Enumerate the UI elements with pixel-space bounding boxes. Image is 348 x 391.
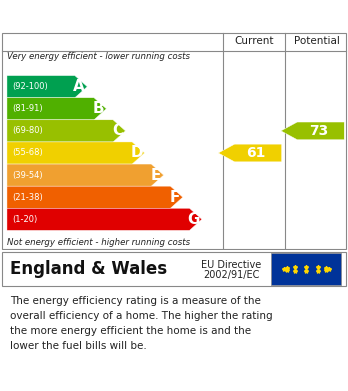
Polygon shape — [7, 164, 164, 186]
Text: (21-38): (21-38) — [12, 193, 43, 202]
Text: Potential: Potential — [294, 36, 340, 46]
Text: E: E — [150, 168, 161, 183]
Text: 73: 73 — [309, 124, 328, 138]
Text: EU Directive: EU Directive — [201, 260, 262, 270]
Polygon shape — [281, 122, 344, 140]
Text: (81-91): (81-91) — [12, 104, 43, 113]
Text: England & Wales: England & Wales — [10, 260, 168, 278]
Text: (69-80): (69-80) — [12, 126, 43, 135]
Text: (92-100): (92-100) — [12, 82, 48, 91]
Text: (55-68): (55-68) — [12, 149, 43, 158]
Polygon shape — [7, 98, 106, 120]
Polygon shape — [7, 120, 126, 142]
Text: Energy Efficiency Rating: Energy Efficiency Rating — [10, 9, 220, 23]
Text: (1-20): (1-20) — [12, 215, 38, 224]
Text: Current: Current — [234, 36, 274, 46]
Text: 61: 61 — [246, 146, 266, 160]
Polygon shape — [7, 208, 202, 230]
Text: A: A — [73, 79, 85, 94]
Polygon shape — [7, 142, 144, 164]
Text: C: C — [112, 124, 123, 138]
Text: 2002/91/EC: 2002/91/EC — [203, 270, 260, 280]
Text: Very energy efficient - lower running costs: Very energy efficient - lower running co… — [7, 52, 190, 61]
Text: Not energy efficient - higher running costs: Not energy efficient - higher running co… — [7, 238, 190, 247]
Polygon shape — [7, 186, 183, 208]
Bar — [271, 253, 341, 285]
Text: F: F — [169, 190, 180, 205]
Polygon shape — [7, 75, 87, 98]
Text: (39-54): (39-54) — [12, 170, 43, 179]
Text: D: D — [130, 145, 143, 160]
Text: G: G — [188, 212, 200, 227]
Text: The energy efficiency rating is a measure of the
overall efficiency of a home. T: The energy efficiency rating is a measur… — [10, 296, 273, 351]
Text: B: B — [93, 101, 104, 116]
Polygon shape — [218, 144, 282, 162]
